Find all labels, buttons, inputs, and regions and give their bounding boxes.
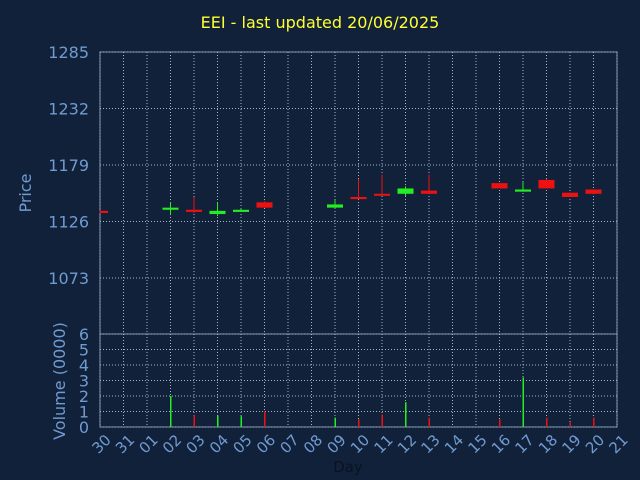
candle-body (538, 179, 555, 189)
candle-body (397, 188, 414, 194)
candle-body (562, 192, 578, 197)
volume-bar (499, 419, 501, 427)
x-tick-label: 12 (394, 431, 420, 457)
candle-body (374, 193, 390, 196)
candle-body (327, 204, 343, 208)
candle-body (491, 183, 508, 189)
volume-bar (264, 411, 266, 427)
volume-tick-label: 2 (79, 387, 89, 406)
volume-bar (428, 417, 430, 427)
price-tick-label: 1285 (48, 43, 89, 62)
chart-title: EEI - last updated 20/06/2025 (200, 13, 440, 32)
price-tick-label: 1073 (48, 269, 89, 288)
volume-bar (593, 417, 595, 427)
x-tick-label: 09 (324, 431, 350, 457)
volume-bar (546, 417, 548, 427)
x-tick-label: 07 (277, 431, 303, 457)
volume-bar (334, 417, 336, 427)
candle-body (233, 209, 249, 212)
x-tick-label: 01 (136, 431, 162, 457)
volume-tick-label: 4 (79, 356, 89, 375)
price-tick-label: 1126 (48, 213, 89, 232)
volume-bar (381, 414, 383, 427)
volume-axis-label: Volume (0000) (50, 322, 69, 440)
price-tick-label: 1232 (48, 100, 89, 119)
candle-body (256, 202, 273, 208)
volume-bar (240, 416, 242, 427)
x-tick-label: 21 (606, 431, 632, 457)
volume-tick-label: 5 (79, 341, 89, 360)
x-tick-label: 06 (253, 431, 279, 457)
x-tick-label: 16 (488, 431, 514, 457)
volume-tick-label: 1 (79, 403, 89, 422)
x-tick-label: 20 (582, 431, 608, 457)
volume-bar (170, 396, 172, 427)
price-tick-label: 1179 (48, 156, 89, 175)
x-tick-label: 17 (512, 431, 538, 457)
x-tick-label: 10 (347, 431, 373, 457)
x-tick-label: 14 (441, 431, 467, 457)
candle-body (209, 210, 226, 215)
volume-tick-label: 0 (79, 418, 89, 437)
x-axis-label: Day (333, 458, 363, 476)
volume-bar (569, 422, 571, 427)
candle-body (421, 190, 437, 194)
x-tick-label: 30 (89, 431, 115, 457)
price-axis-label: Price (16, 173, 35, 212)
volume-tick-label: 3 (79, 372, 89, 391)
volume-bar (217, 415, 219, 427)
x-tick-label: 05 (230, 431, 256, 457)
candle-body (100, 210, 108, 213)
candle-body (515, 189, 531, 192)
x-tick-label: 15 (465, 431, 491, 457)
candle-body (585, 189, 602, 194)
x-tick-label: 11 (371, 431, 397, 457)
volume-bar (358, 419, 360, 427)
x-tick-label: 04 (206, 431, 232, 457)
candle-body (350, 196, 367, 200)
volume-bar (193, 415, 195, 427)
x-tick-label: 03 (183, 431, 209, 457)
candle-body (162, 207, 179, 210)
x-tick-label: 31 (112, 431, 138, 457)
volume-bar (522, 377, 524, 427)
x-tick-label: 13 (418, 431, 444, 457)
volume-bar (405, 402, 407, 427)
x-tick-label: 08 (300, 431, 326, 457)
volume-tick-label: 6 (79, 325, 89, 344)
x-tick-label: 18 (535, 431, 561, 457)
x-tick-label: 02 (159, 431, 185, 457)
x-tick-label: 19 (559, 431, 585, 457)
candle-body (186, 209, 202, 212)
